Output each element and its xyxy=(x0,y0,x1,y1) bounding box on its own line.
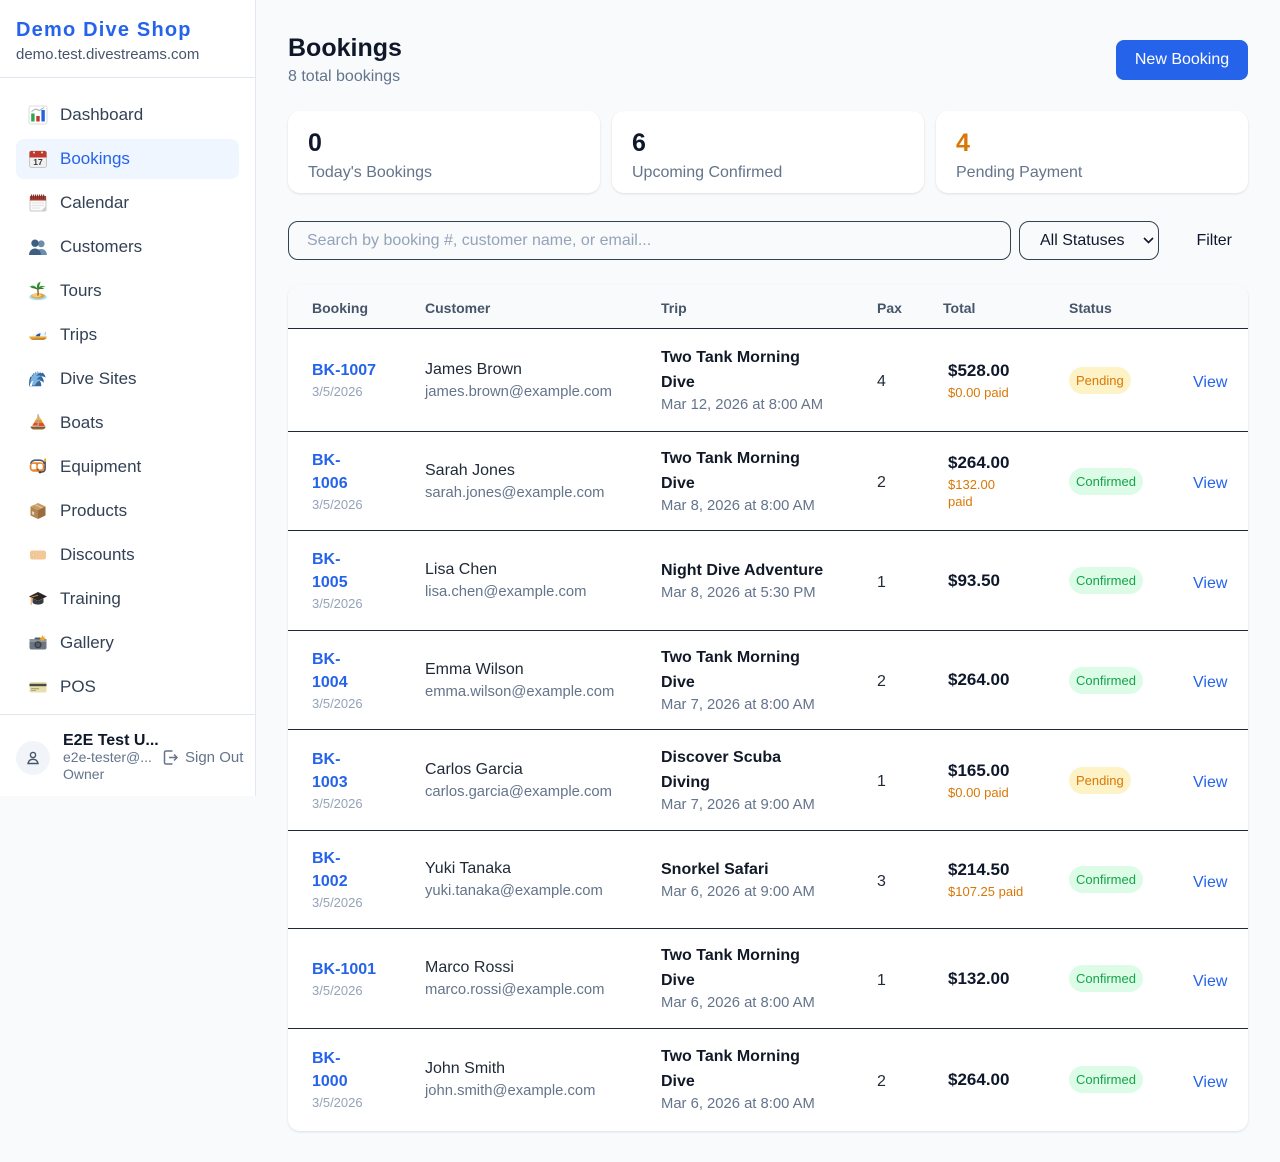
svg-text:17: 17 xyxy=(33,157,43,167)
